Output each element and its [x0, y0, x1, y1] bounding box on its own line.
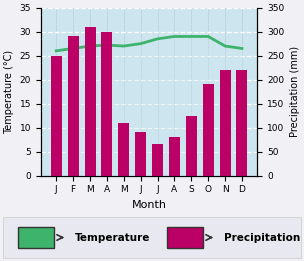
Bar	[219, 70, 231, 176]
Bar	[135, 132, 146, 176]
Text: Precipitation: Precipitation	[223, 233, 300, 242]
Bar	[51, 56, 62, 176]
X-axis label: Month: Month	[132, 200, 167, 210]
Text: Temperature: Temperature	[74, 233, 150, 242]
Bar	[152, 144, 163, 176]
Bar	[68, 37, 79, 176]
Bar	[186, 116, 197, 176]
Bar	[102, 32, 112, 176]
FancyBboxPatch shape	[18, 227, 54, 248]
Bar	[237, 70, 247, 176]
Y-axis label: Precipitation (mm): Precipitation (mm)	[290, 46, 300, 137]
Y-axis label: Temperature (°C): Temperature (°C)	[4, 50, 14, 134]
Bar	[203, 84, 214, 176]
Bar	[85, 27, 95, 176]
Bar	[118, 123, 129, 176]
Bar	[169, 137, 180, 176]
FancyBboxPatch shape	[167, 227, 203, 248]
